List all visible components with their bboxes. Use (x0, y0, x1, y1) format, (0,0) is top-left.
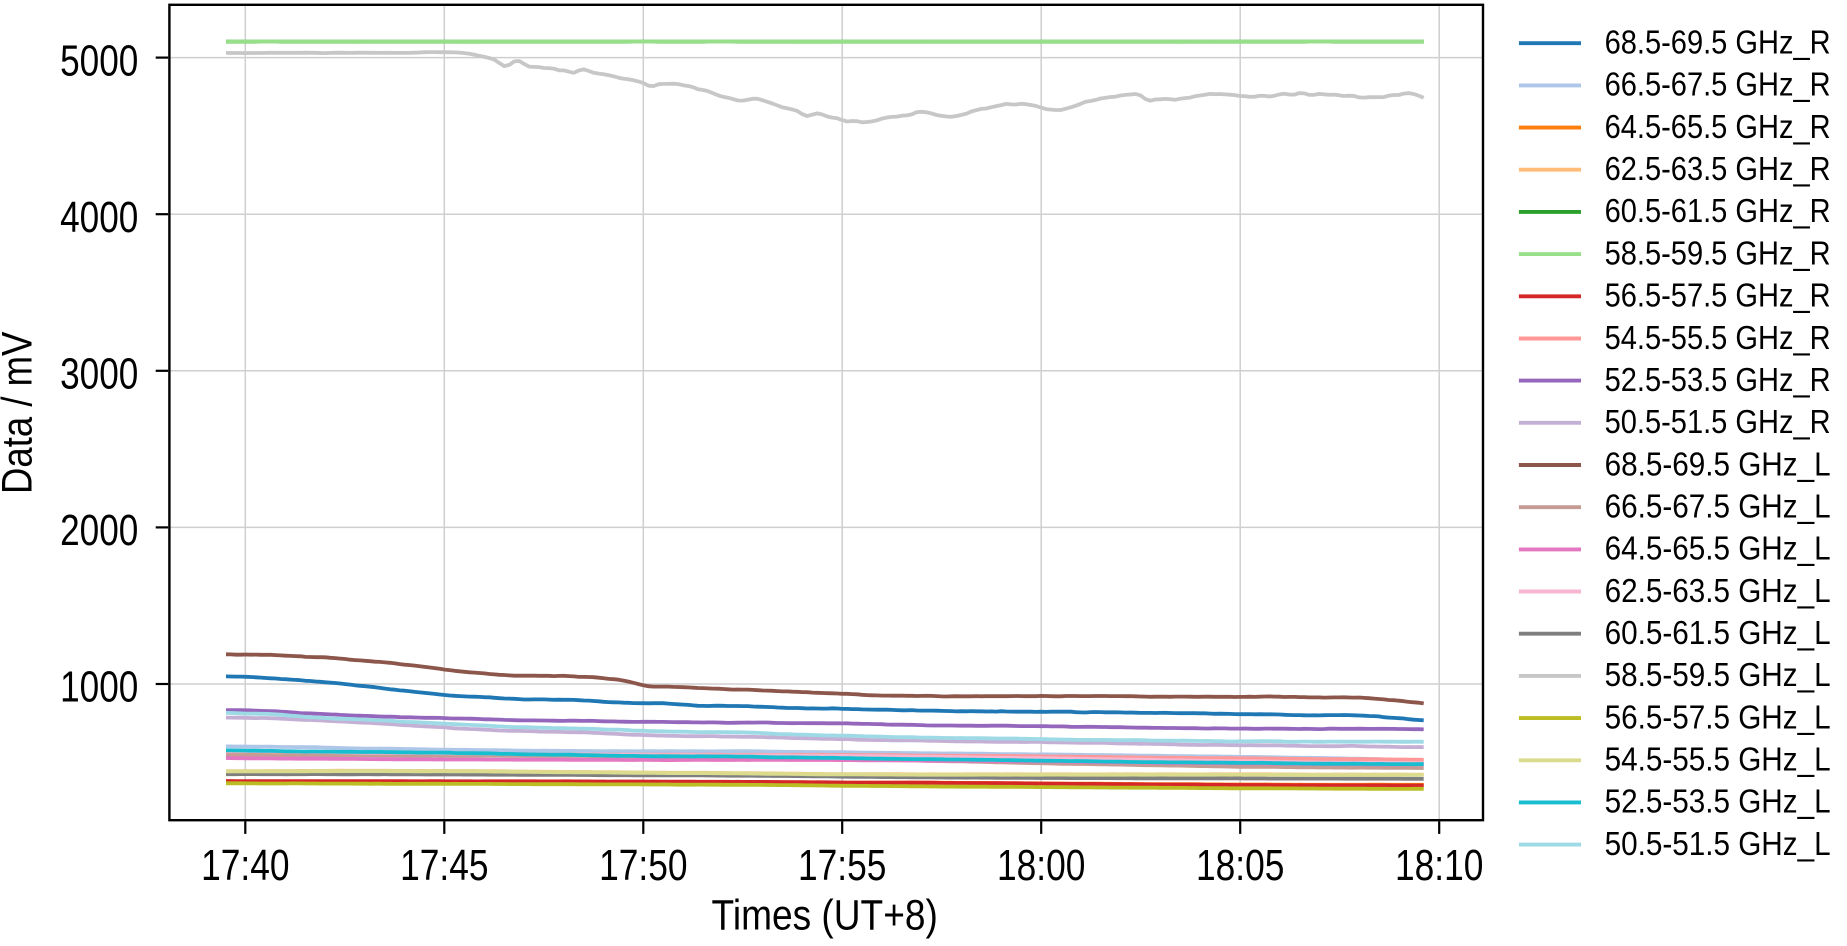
svg-text:54.5-55.5 GHz_L: 54.5-55.5 GHz_L (1605, 741, 1831, 778)
svg-text:68.5-69.5 GHz_L: 68.5-69.5 GHz_L (1605, 445, 1831, 482)
svg-text:17:55: 17:55 (798, 841, 886, 890)
svg-text:1000: 1000 (60, 663, 138, 712)
svg-text:18:10: 18:10 (1395, 841, 1483, 890)
svg-text:5000: 5000 (60, 36, 138, 85)
svg-text:18:05: 18:05 (1196, 841, 1284, 890)
svg-text:62.5-63.5 GHz_L: 62.5-63.5 GHz_L (1605, 572, 1831, 609)
svg-text:52.5-53.5 GHz_L: 52.5-53.5 GHz_L (1605, 783, 1831, 820)
svg-text:68.5-69.5 GHz_R: 68.5-69.5 GHz_R (1605, 24, 1831, 61)
svg-text:56.5-57.5 GHz_L: 56.5-57.5 GHz_L (1605, 698, 1831, 735)
svg-text:17:45: 17:45 (400, 841, 488, 890)
svg-text:52.5-53.5 GHz_R: 52.5-53.5 GHz_R (1605, 361, 1831, 398)
svg-text:3000: 3000 (60, 350, 138, 399)
svg-text:66.5-67.5 GHz_R: 66.5-67.5 GHz_R (1605, 66, 1831, 103)
svg-text:Times (UT+8): Times (UT+8) (712, 893, 938, 940)
svg-text:4000: 4000 (60, 193, 138, 242)
svg-text:56.5-57.5 GHz_R: 56.5-57.5 GHz_R (1605, 277, 1831, 314)
svg-text:2000: 2000 (60, 506, 138, 555)
svg-text:Data / mV: Data / mV (0, 331, 42, 494)
svg-text:58.5-59.5 GHz_R: 58.5-59.5 GHz_R (1605, 234, 1831, 271)
svg-text:54.5-55.5 GHz_R: 54.5-55.5 GHz_R (1605, 319, 1831, 356)
svg-text:62.5-63.5 GHz_R: 62.5-63.5 GHz_R (1605, 150, 1831, 187)
svg-text:66.5-67.5 GHz_L: 66.5-67.5 GHz_L (1605, 488, 1831, 525)
svg-text:50.5-51.5 GHz_R: 50.5-51.5 GHz_R (1605, 403, 1831, 440)
svg-text:50.5-51.5 GHz_L: 50.5-51.5 GHz_L (1605, 825, 1831, 862)
svg-text:58.5-59.5 GHz_L: 58.5-59.5 GHz_L (1605, 656, 1831, 693)
svg-text:17:50: 17:50 (599, 841, 687, 890)
svg-text:64.5-65.5 GHz_L: 64.5-65.5 GHz_L (1605, 530, 1831, 567)
svg-text:17:40: 17:40 (201, 841, 289, 890)
svg-text:18:00: 18:00 (997, 841, 1085, 890)
svg-text:60.5-61.5 GHz_L: 60.5-61.5 GHz_L (1605, 614, 1831, 651)
svg-text:64.5-65.5 GHz_R: 64.5-65.5 GHz_R (1605, 108, 1831, 145)
svg-text:60.5-61.5 GHz_R: 60.5-61.5 GHz_R (1605, 192, 1831, 229)
